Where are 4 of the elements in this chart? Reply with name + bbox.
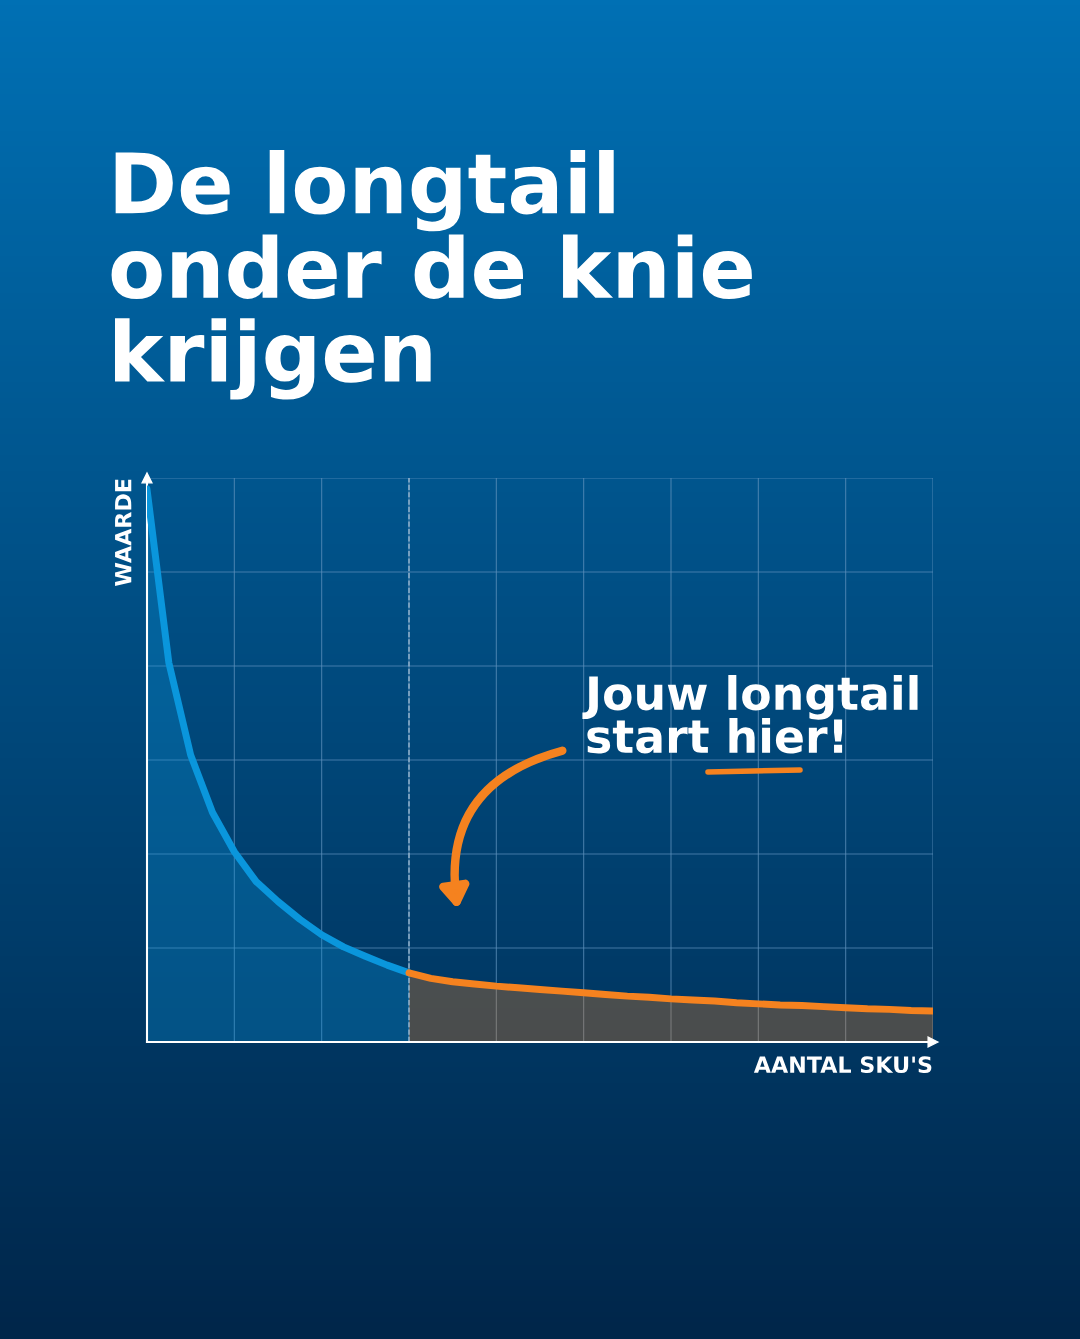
x-axis-title: AANTAL SKU'S [753, 1056, 932, 1074]
chart-title: De longtail onder de knie krijgen [111, 150, 752, 400]
y-axis-title: WAARDE [115, 479, 132, 586]
annotation: Jouw longtail start hier! [582, 675, 918, 754]
